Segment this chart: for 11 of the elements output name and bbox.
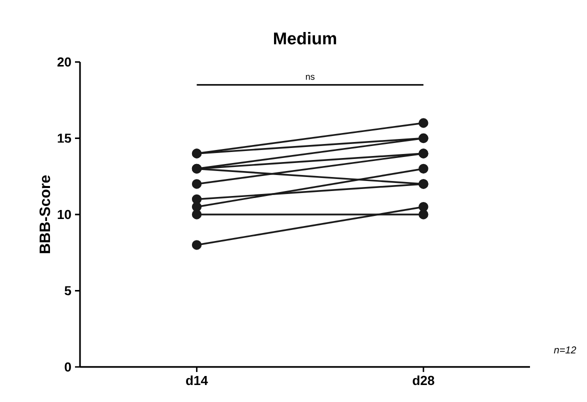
- y-tick-label: 15: [58, 134, 72, 143]
- y-tick-label: 0: [64, 362, 71, 372]
- y-tick-label: 5: [64, 286, 72, 296]
- x-tick-label: d28: [412, 376, 434, 386]
- chart-title: Medium: [274, 32, 336, 44]
- y-tick-label: 10: [58, 210, 71, 220]
- x-tick-label: d14: [186, 376, 208, 386]
- y-axis-title: BBB-Score: [40, 175, 50, 254]
- annotation: ns: [306, 74, 315, 80]
- y-tick-label: 20: [57, 57, 71, 67]
- text: n=12: [554, 346, 576, 354]
